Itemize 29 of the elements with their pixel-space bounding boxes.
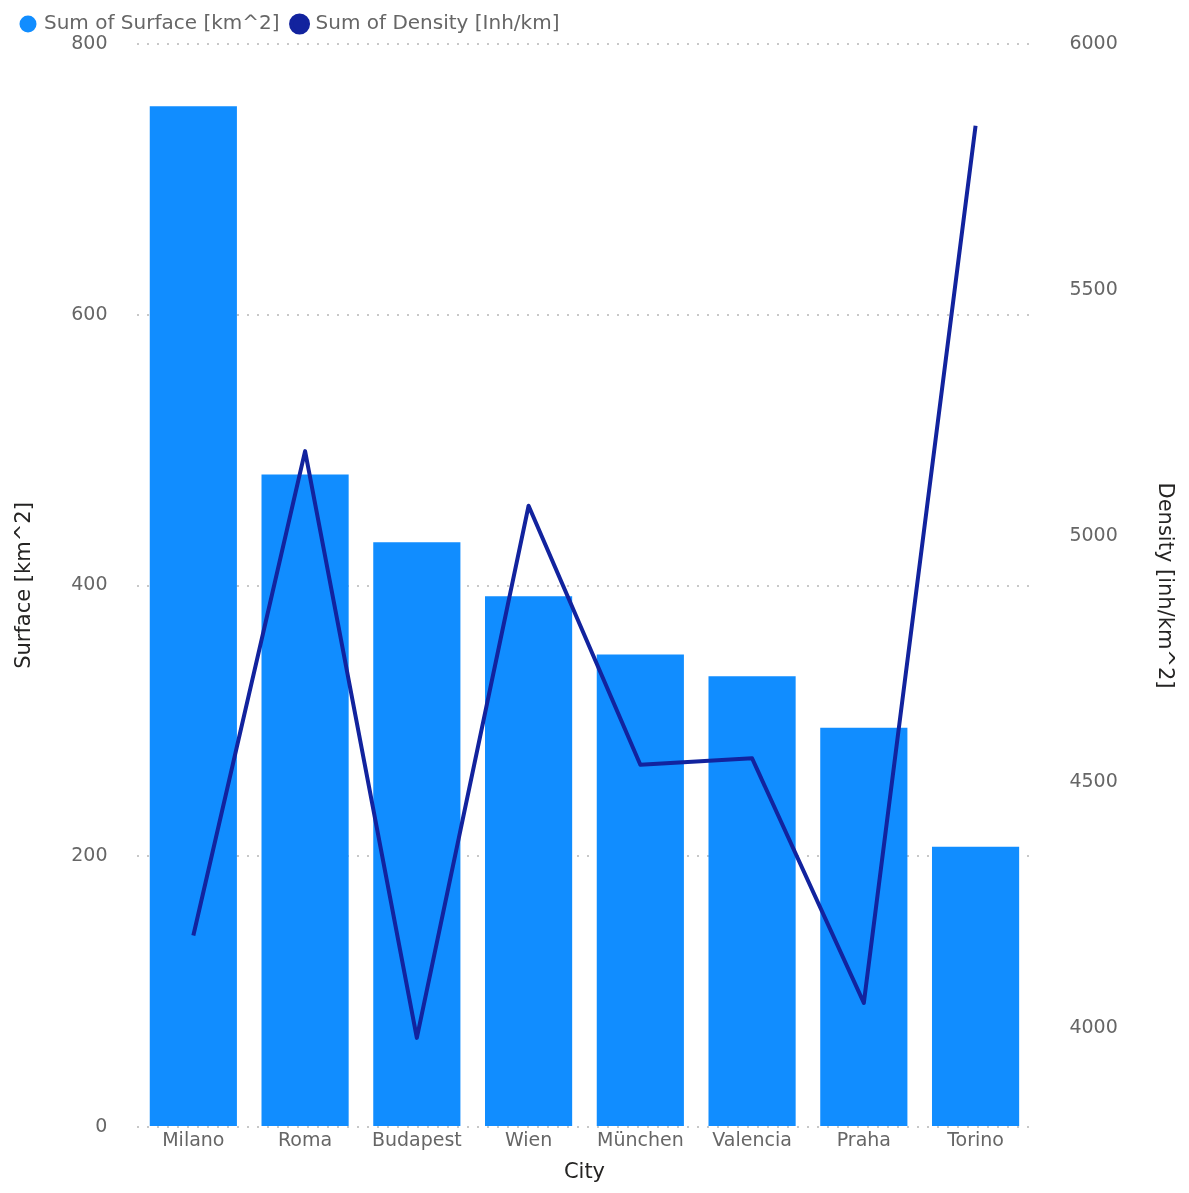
bar: [373, 542, 461, 1126]
y-tick-label: 600: [71, 301, 108, 324]
x-tick-label: Wien: [504, 1128, 553, 1151]
y2-tick-label: 5000: [1069, 523, 1118, 546]
y-tick-label: 200: [71, 843, 108, 866]
y-tick-label: 0: [95, 1113, 108, 1136]
x-axis-title: City: [563, 1158, 606, 1183]
bar: [931, 846, 1020, 1126]
bar: [261, 474, 349, 1126]
x-tick-label: Torino: [946, 1128, 1004, 1151]
y-axis-title: Surface [km^2]: [11, 502, 36, 669]
y2-tick-label: 5500: [1069, 277, 1118, 300]
bar: [596, 654, 684, 1126]
x-tick-label: Milano: [162, 1128, 225, 1151]
x-tick-label: Roma: [278, 1128, 333, 1151]
legend-label: Sum of Density [Inh/km]: [315, 10, 560, 35]
y2-tick-label: 4000: [1069, 1015, 1118, 1038]
x-tick-label: Budapest: [371, 1128, 462, 1151]
y-tick-label: 400: [71, 572, 108, 595]
bar: [485, 596, 573, 1126]
bar: [820, 727, 908, 1126]
x-tick-label: Valencia: [712, 1128, 792, 1151]
bar: [149, 106, 237, 1126]
y2-tick-label: 4500: [1069, 769, 1118, 792]
x-tick-label: Praha: [836, 1128, 891, 1151]
x-tick-label: München: [596, 1128, 684, 1151]
y2-axis-title: Density [inh/km^2]: [1153, 482, 1178, 689]
bar: [708, 676, 796, 1126]
y2-tick-label: 6000: [1069, 30, 1118, 53]
